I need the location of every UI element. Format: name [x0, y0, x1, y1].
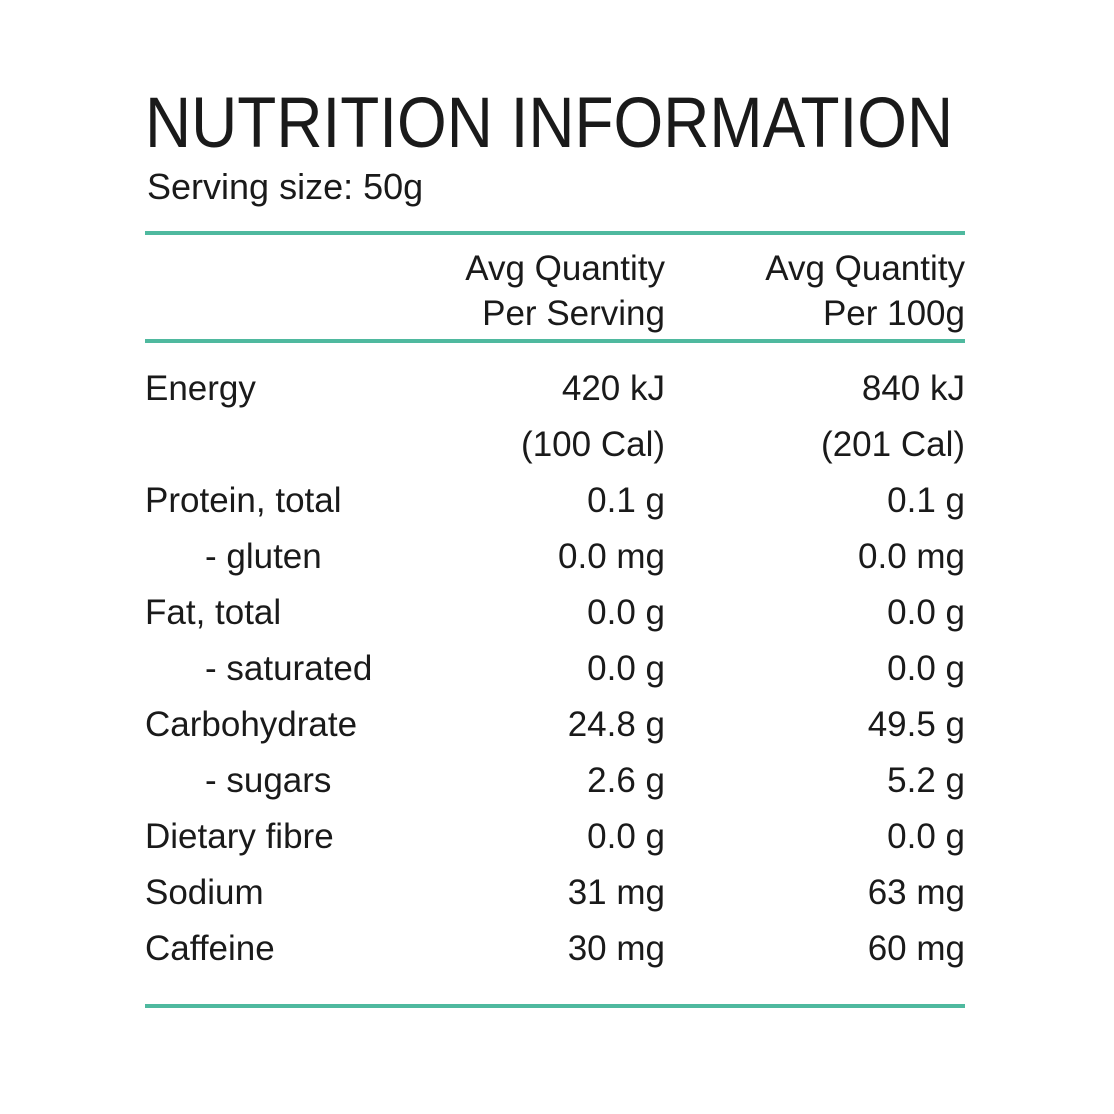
serving-size-text: Serving size: 50g [147, 166, 424, 207]
row-value-per-serving: 0.1 g [587, 481, 665, 520]
nutrition-content: NUTRITION INFORMATION Serving size: 50g … [145, 0, 965, 1114]
table-row-energy: Energy 420 kJ 840 kJ [145, 361, 965, 417]
table-row-protein: Protein, total 0.1 g 0.1 g [145, 473, 965, 529]
header-per-serving-line1: Avg Quantity [465, 249, 665, 288]
row-label: Dietary fibre [145, 817, 334, 856]
header-per-100g-line1: Avg Quantity [765, 249, 965, 288]
table-row-saturated: - saturated 0.0 g 0.0 g [145, 641, 965, 697]
row-value-per-100g: 60 mg [867, 929, 965, 968]
header-per-serving: Avg Quantity Per Serving [145, 246, 665, 336]
row-label: - sugars [205, 761, 332, 800]
row-value-per-100g: 0.0 g [887, 649, 965, 688]
row-value-per-serving: 0.0 g [587, 817, 665, 856]
row-value-per-100g: (201 Cal) [821, 425, 965, 464]
row-value-per-serving: 420 kJ [561, 369, 665, 408]
divider-bottom [145, 1004, 965, 1008]
row-value-per-100g: 0.0 g [887, 593, 965, 632]
table-row-sodium: Sodium 31 mg 63 mg [145, 865, 965, 921]
row-label: Carbohydrate [145, 705, 358, 744]
row-label: - saturated [205, 649, 373, 688]
row-value-per-100g: 840 kJ [861, 369, 965, 408]
divider-top [145, 231, 965, 235]
table-row-energy-cal: (100 Cal) (201 Cal) [145, 417, 965, 473]
divider-header [145, 339, 965, 343]
row-value-per-100g: 0.0 g [887, 817, 965, 856]
header-per-100g-line2: Per 100g [822, 294, 965, 333]
row-value-per-serving: (100 Cal) [521, 425, 665, 464]
header-per-100g: Avg Quantity Per 100g [665, 246, 965, 336]
row-label: Caffeine [145, 929, 275, 968]
row-value-per-serving: 2.6 g [587, 761, 665, 800]
page-title: NUTRITION INFORMATION [145, 84, 954, 163]
row-label: - gluten [205, 537, 322, 576]
table-row-gluten: - gluten 0.0 mg 0.0 mg [145, 529, 965, 585]
row-value-per-serving: 30 mg [567, 929, 665, 968]
row-value-per-serving: 0.0 g [587, 593, 665, 632]
row-value-per-serving: 0.0 g [587, 649, 665, 688]
row-value-per-serving: 31 mg [567, 873, 665, 912]
table-row-caffeine: Caffeine 30 mg 60 mg [145, 921, 965, 977]
row-value-per-100g: 5.2 g [887, 761, 965, 800]
row-label: Protein, total [145, 481, 342, 520]
table-header: Avg Quantity Per Serving Avg Quantity Per … [145, 246, 965, 336]
header-per-serving-line2: Per Serving [482, 294, 665, 333]
row-value-per-serving: 24.8 g [567, 705, 665, 744]
row-label: Energy [145, 369, 256, 408]
row-value-per-100g: 49.5 g [867, 705, 965, 744]
table-row-dietary-fibre: Dietary fibre 0.0 g 0.0 g [145, 809, 965, 865]
table-row-carbohydrate: Carbohydrate 24.8 g 49.5 g [145, 697, 965, 753]
row-value-per-serving: 0.0 mg [558, 537, 665, 576]
row-label: Sodium [145, 873, 264, 912]
row-label: Fat, total [145, 593, 282, 632]
row-value-per-100g: 0.1 g [887, 481, 965, 520]
table-row-fat: Fat, total 0.0 g 0.0 g [145, 585, 965, 641]
row-value-per-100g: 63 mg [867, 873, 965, 912]
table-body: Energy 420 kJ 840 kJ (100 Cal) (201 Cal)… [145, 361, 965, 977]
table-row-sugars: - sugars 2.6 g 5.2 g [145, 753, 965, 809]
row-value-per-100g: 0.0 mg [858, 537, 965, 576]
